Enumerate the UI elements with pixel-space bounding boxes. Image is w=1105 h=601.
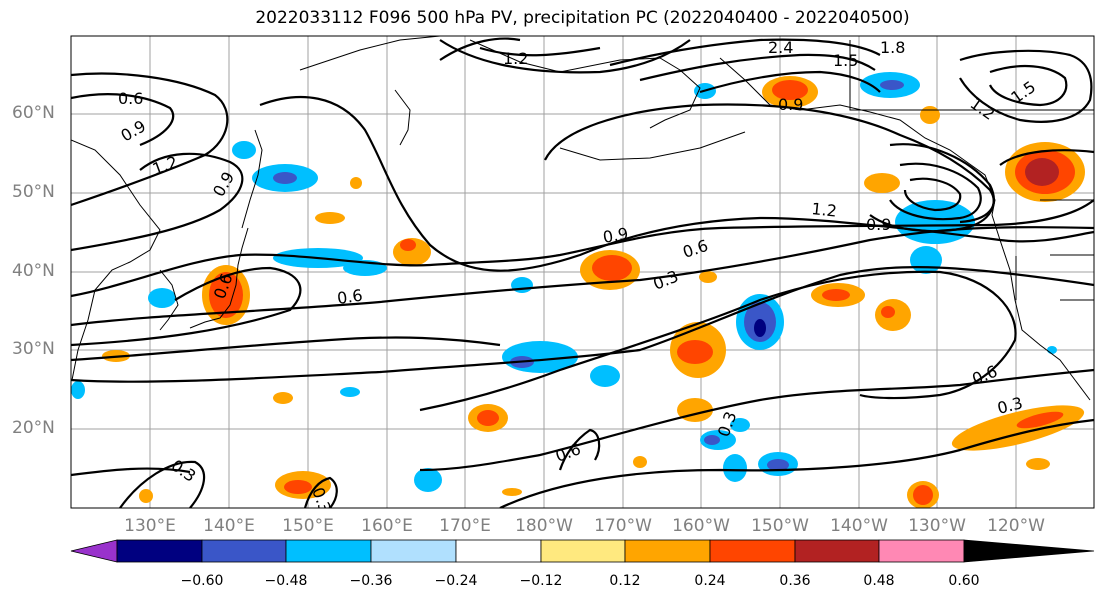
longitude-label: 130°E (124, 516, 176, 536)
longitude-label: 140°E (203, 516, 255, 536)
latitude-label: 50°N (12, 182, 55, 202)
colorbar-segment (794, 539, 880, 563)
latitude-label: 30°N (12, 339, 55, 359)
latitude-label: 60°N (12, 103, 55, 123)
colorbar-segment (201, 539, 287, 563)
colorbar-tick-label: −0.36 (349, 573, 393, 589)
longitude-label: 130°W (908, 516, 966, 536)
map-frame (70, 35, 1095, 509)
colorbar-tick-label: 0.60 (948, 573, 980, 589)
colorbar-tick-label: 0.24 (694, 573, 726, 589)
colorbar-tick-label: −0.24 (434, 573, 478, 589)
pv-contour-label: 0.9 (601, 224, 629, 247)
pv-contour-label: 0.3 (308, 485, 335, 515)
pv-contour-label: 0.6 (118, 89, 143, 108)
longitude-label: 140°W (830, 516, 888, 536)
chart-title: 2022033112 F096 500 hPa PV, precipitatio… (255, 8, 910, 28)
colorbar-tick-label: 0.48 (863, 573, 895, 589)
colorbar-segment (455, 539, 542, 563)
colorbar-segment (709, 539, 796, 563)
precip-shading (71, 72, 1085, 508)
pv-contour-label: 1.2 (503, 49, 528, 68)
pv-contour-label: 0.6 (336, 286, 364, 308)
latitude-label: 20°N (12, 418, 55, 438)
pv-contour-label: 2.4 (768, 38, 793, 57)
longitude-label: 170°W (594, 516, 652, 536)
longitude-label: 150°W (751, 516, 809, 536)
colorbar-tick-label: −0.60 (180, 573, 224, 589)
colorbar-segment (370, 539, 457, 563)
longitude-label: 160°E (361, 516, 413, 536)
colorbar-over-arrow (963, 539, 1095, 563)
pv-contour-label: 1.2 (811, 199, 838, 221)
colorbar (70, 539, 1095, 563)
colorbar-under-arrow (70, 539, 118, 563)
colorbar-tick-label: 0.12 (609, 573, 641, 589)
colorbar-segment (878, 539, 965, 563)
latitude-label: 40°N (12, 261, 55, 281)
colorbar-tick-label: 0.36 (779, 573, 811, 589)
longitude-label: 120°W (987, 516, 1045, 536)
pv-contour-label: 0.9 (866, 215, 891, 234)
colorbar-segment (116, 539, 203, 563)
pv-contours (71, 37, 1094, 508)
pv-contour-label: 1.8 (880, 38, 905, 57)
longitude-label: 170°E (439, 516, 491, 536)
longitude-label: 180°W (515, 516, 573, 536)
pv-contour-label: 1.5 (833, 51, 858, 70)
colorbar-segment (540, 539, 626, 563)
colorbar-tick-label: −0.12 (519, 573, 563, 589)
longitude-label: 150°E (282, 516, 334, 536)
longitude-label: 160°W (672, 516, 730, 536)
pv-contour-label: 0.9 (778, 95, 803, 114)
colorbar-segment (624, 539, 711, 563)
colorbar-segment (285, 539, 372, 563)
colorbar-tick-label: −0.48 (264, 573, 308, 589)
